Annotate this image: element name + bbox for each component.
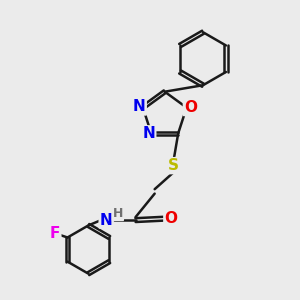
Text: N: N (100, 213, 112, 228)
Text: S: S (168, 158, 179, 173)
Text: O: O (184, 100, 197, 115)
Text: F: F (50, 226, 60, 241)
Text: H: H (113, 207, 123, 220)
Text: N: N (142, 126, 155, 141)
Text: O: O (164, 211, 177, 226)
Text: N: N (133, 100, 146, 115)
